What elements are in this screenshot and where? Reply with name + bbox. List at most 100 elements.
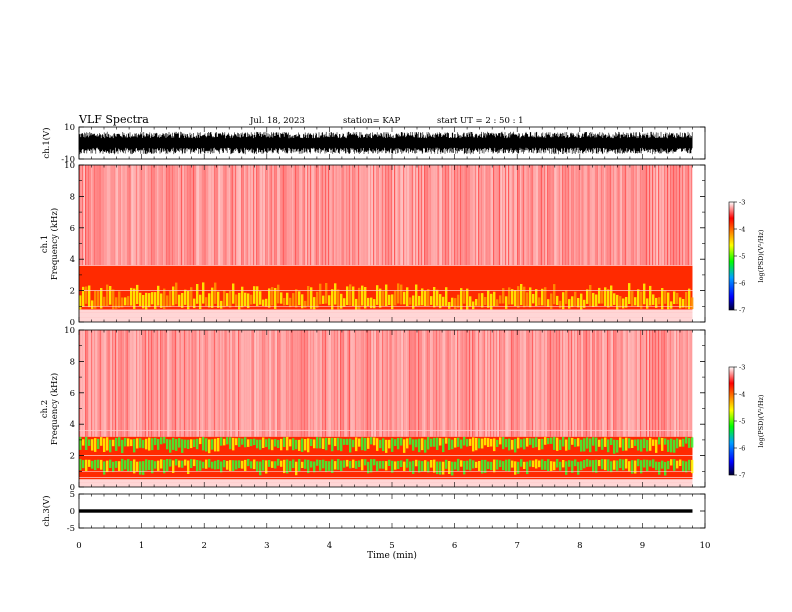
band-streak [652,439,655,446]
spectrogram-stripe [325,165,327,266]
band-streak [118,437,121,447]
spectrogram-stripe [553,165,555,266]
spectrogram-stripe [584,330,586,437]
spectrogram-stripe [172,330,174,437]
band-streak [406,287,409,307]
band-streak [595,459,598,473]
band-streak [121,439,124,454]
band-streak [91,460,94,469]
band-streak [448,302,451,309]
spectrogram-stripe [361,330,363,437]
band-streak [346,459,349,467]
spectrogram-stripe [466,165,468,266]
spectrogram-stripe [565,165,567,266]
spectrogram-stripe [122,330,124,437]
band-streak [253,438,256,446]
spectrogram-stripe [661,165,663,266]
band-streak [583,438,586,452]
spectrogram-stripe [326,330,328,437]
colorbar-tick-label: -4 [739,391,745,399]
band-streak [88,439,91,446]
spectrogram-stripe [382,330,384,437]
spectrogram-stripe [592,330,594,437]
spectrogram-stripe [458,330,460,437]
spectrogram-stripe [415,330,417,437]
band-streak [391,294,394,309]
band-streak [247,293,250,309]
band-streak [139,292,142,306]
band-streak [628,283,631,304]
spectrogram-stripe [569,165,571,266]
ytick-label: 0 [70,483,75,493]
band-streak [166,439,169,450]
band-streak [301,438,304,452]
band-streak [655,297,658,308]
spectrogram-stripe [505,330,507,437]
band-streak [199,294,202,309]
band-streak [562,460,565,468]
spectrogram-stripe [313,165,315,266]
spectrogram-stripe [152,330,154,437]
spectrogram-stripe [296,330,298,437]
spectrogram-stripe [116,330,118,437]
spectrogram-stripe [374,330,376,437]
band-streak [370,437,373,445]
spectrogram-stripe [623,165,625,266]
band-streak [604,437,607,447]
spectrogram-stripe [83,330,85,437]
spectrogram-stripe [526,165,528,266]
band-streak [610,461,613,473]
spectrogram-stripe [338,330,340,437]
band-streak [214,438,217,452]
spectrogram-stripe [667,330,669,437]
spectrogram-stripes [79,330,693,437]
spectrogram-stripe [382,165,384,266]
spectrogram-stripe [581,165,583,266]
band-streak [208,439,211,454]
spectrogram-stripe [656,330,658,437]
band-streak [343,460,346,468]
band-streak [355,461,358,469]
band-streak [256,461,259,472]
spectrogram-stripe [613,165,615,266]
spectrogram-stripe [292,330,294,437]
spectrogram-stripe [175,165,177,266]
spectrogram-stripe [431,165,433,266]
band-streak [202,437,205,451]
spectrogram-stripe [146,165,148,266]
band-streak [685,437,688,444]
band-streak [364,459,367,466]
spectrogram-stripe [520,165,522,266]
spectrogram-stripe [97,165,99,266]
spectrogram-stripe [364,330,366,437]
spectrogram-stripe [502,330,504,437]
band-streak [589,285,592,307]
band-streak [571,296,574,308]
spectrogram-stripe [653,330,655,437]
xtick-label: 6 [452,541,457,551]
spectrogram-stripe [185,165,187,266]
spectrogram-stripe [221,165,223,266]
band-streak [529,460,532,467]
spectrogram-stripe [146,330,148,437]
spectrogram-stripe [578,165,580,266]
spectrogram-stripe [494,165,496,266]
ytick-label: 0 [70,318,75,328]
spectrogram-stripe [394,330,396,437]
colorbar-tick-label: -7 [739,307,745,315]
band-streak [211,287,214,308]
spectrogram-stripe [197,165,199,266]
band-streak [292,293,295,306]
band-streak [241,460,244,469]
spectrogram-stripe [485,330,487,437]
spectrogram-stripe [184,165,186,266]
band-streak [301,294,304,309]
spectrogram-stripe [590,165,592,266]
band-streak [319,283,322,305]
spectrogram-stripe [173,165,175,266]
band-streak [517,286,520,308]
band-streak [418,438,421,453]
spectrogram-stripe [533,165,535,266]
spectrogram-stripe [479,330,481,437]
spectrogram-stripe [451,330,453,437]
